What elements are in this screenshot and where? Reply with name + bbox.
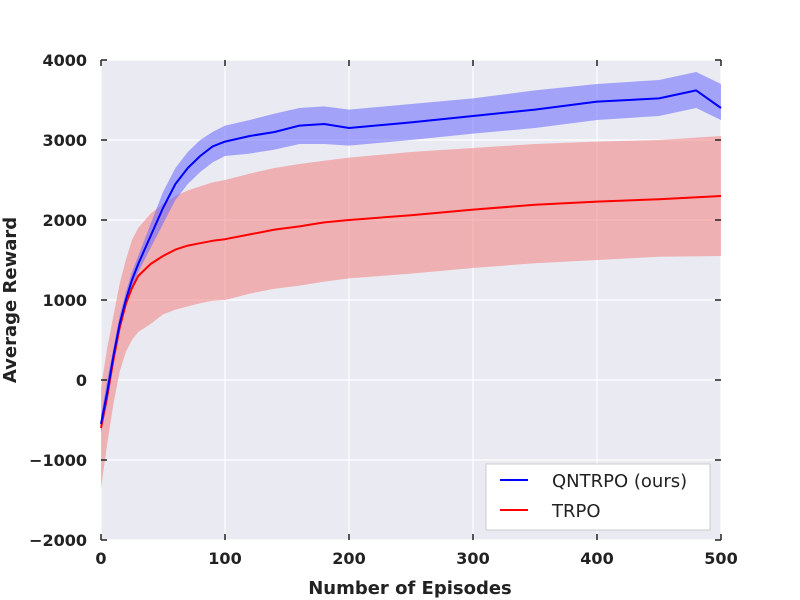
legend-label-trpo: TRPO: [551, 501, 601, 522]
axis-ticks: [100, 59, 722, 541]
x-tick-label: 500: [704, 549, 737, 568]
y-tick-label: −2000: [29, 531, 87, 550]
legend: QNTRPO (ours) TRPO: [485, 463, 711, 531]
x-axis-label: Number of Episodes: [308, 578, 512, 599]
y-tick-label: −1000: [29, 451, 87, 470]
line-trpo: [100, 195, 722, 429]
y-tick-label: 0: [76, 371, 87, 390]
x-tick-label: 0: [95, 549, 106, 568]
legend-box: [485, 463, 711, 531]
x-tick-label: 300: [456, 549, 489, 568]
confidence-bands: [101, 72, 721, 488]
y-tick-label: 4000: [42, 51, 87, 70]
series-lines: [100, 89, 722, 429]
y-axis-label: Average Reward: [0, 217, 21, 383]
x-tick-label: 100: [208, 549, 241, 568]
y-tick-label: 3000: [42, 131, 87, 150]
legend-label-qntrpo: QNTRPO (ours): [552, 471, 687, 492]
line-qntrpo: [100, 89, 722, 425]
band-qntrpo: [101, 72, 721, 432]
x-tick-label: 400: [580, 549, 613, 568]
x-tick-label: 200: [332, 549, 365, 568]
tick-labels: 0 100 200 300 400 500 −2000 −1000 0 1000 2000 3000 4…: [29, 51, 738, 568]
y-tick-label: 1000: [42, 291, 87, 310]
y-tick-label: 2000: [42, 211, 87, 230]
band-trpo: [101, 136, 721, 488]
